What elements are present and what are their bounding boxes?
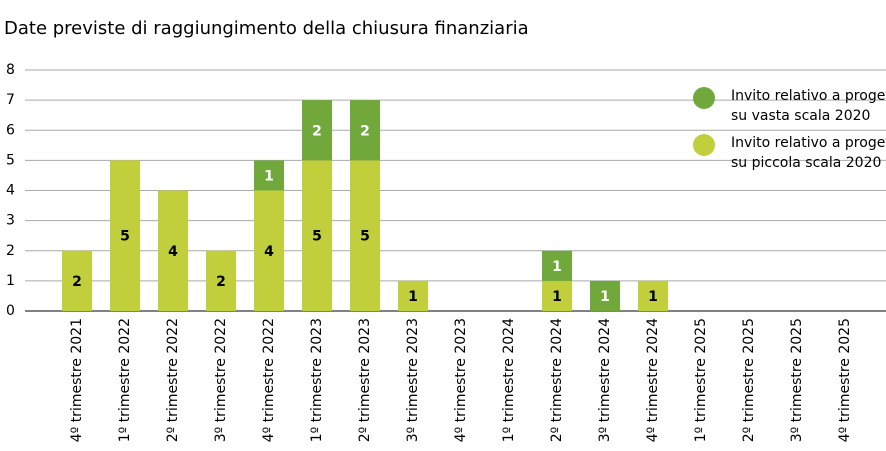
y-tick-label: 3 <box>6 213 15 229</box>
x-tick-label: 4º trimestre 2025 <box>837 318 853 442</box>
data-label: 5 <box>120 229 130 245</box>
data-label: 1 <box>600 289 610 305</box>
y-tick-label: 1 <box>6 273 15 289</box>
x-tick-label: 2º trimestre 2022 <box>165 318 181 442</box>
x-tick-label: 4º trimestre 2021 <box>69 318 85 442</box>
data-label: 4 <box>264 244 274 260</box>
data-label: 1 <box>264 168 274 184</box>
x-tick-label: 1º trimestre 2022 <box>117 318 133 442</box>
data-label: 1 <box>648 289 658 305</box>
bar-segment <box>638 280 668 311</box>
y-tick-label: 0 <box>6 303 15 319</box>
legend-marker <box>693 134 715 156</box>
x-tick-label: 2º trimestre 2024 <box>549 318 565 442</box>
x-tick-label: 4º trimestre 2024 <box>645 318 661 442</box>
x-tick-label: 3º trimestre 2023 <box>405 318 421 442</box>
bar-segment <box>254 160 284 191</box>
bar-segment <box>398 280 428 311</box>
data-label: 5 <box>312 229 322 245</box>
x-tick-label: 3º trimestre 2025 <box>789 318 805 442</box>
x-tick-label: 3º trimestre 2022 <box>213 318 229 442</box>
x-tick-label: 1º trimestre 2023 <box>309 318 325 442</box>
bar-segment <box>350 100 380 161</box>
bar-segment <box>542 280 572 311</box>
x-tick-label: 4º trimestre 2023 <box>453 318 469 442</box>
data-label: 4 <box>168 244 178 260</box>
bar-segment <box>542 250 572 281</box>
bar-segment <box>62 250 92 311</box>
y-tick-label: 5 <box>6 152 15 168</box>
data-label: 2 <box>216 274 226 290</box>
y-tick-label: 8 <box>6 62 15 78</box>
legend-label: Invito relativo a progetti su piccola sc… <box>731 135 886 171</box>
y-tick-label: 4 <box>6 183 15 199</box>
bar-segment <box>158 190 188 311</box>
data-label: 1 <box>408 289 418 305</box>
x-tick-label: 1º trimestre 2025 <box>693 318 709 442</box>
x-tick-label: 2º trimestre 2023 <box>357 318 373 442</box>
x-tick-label: 4º trimestre 2022 <box>261 318 277 442</box>
x-tick-label: 1º trimestre 2024 <box>501 318 517 442</box>
data-label: 1 <box>552 259 562 275</box>
bar-segment <box>302 100 332 161</box>
legend-marker <box>693 87 715 109</box>
y-tick-label: 7 <box>6 92 15 108</box>
bar-segment <box>590 280 620 311</box>
legend-label: Invito relativo a progetti su vasta scal… <box>731 88 886 124</box>
bar-segment <box>206 250 236 311</box>
bar-segment <box>302 160 332 311</box>
bar-segment <box>110 160 140 311</box>
chart-title: Date previste di raggiungimento della ch… <box>4 18 529 39</box>
data-label: 5 <box>360 229 370 245</box>
y-tick-label: 2 <box>6 243 15 259</box>
data-label: 2 <box>72 274 82 290</box>
x-tick-label: 2º trimestre 2025 <box>741 318 757 442</box>
data-label: 2 <box>360 123 370 139</box>
y-tick-label: 6 <box>6 122 15 138</box>
x-tick-label: 3º trimestre 2024 <box>597 318 613 442</box>
bar-segment <box>350 160 380 311</box>
data-label: 1 <box>552 289 562 305</box>
data-label: 2 <box>312 123 322 139</box>
bar-segment <box>254 190 284 311</box>
